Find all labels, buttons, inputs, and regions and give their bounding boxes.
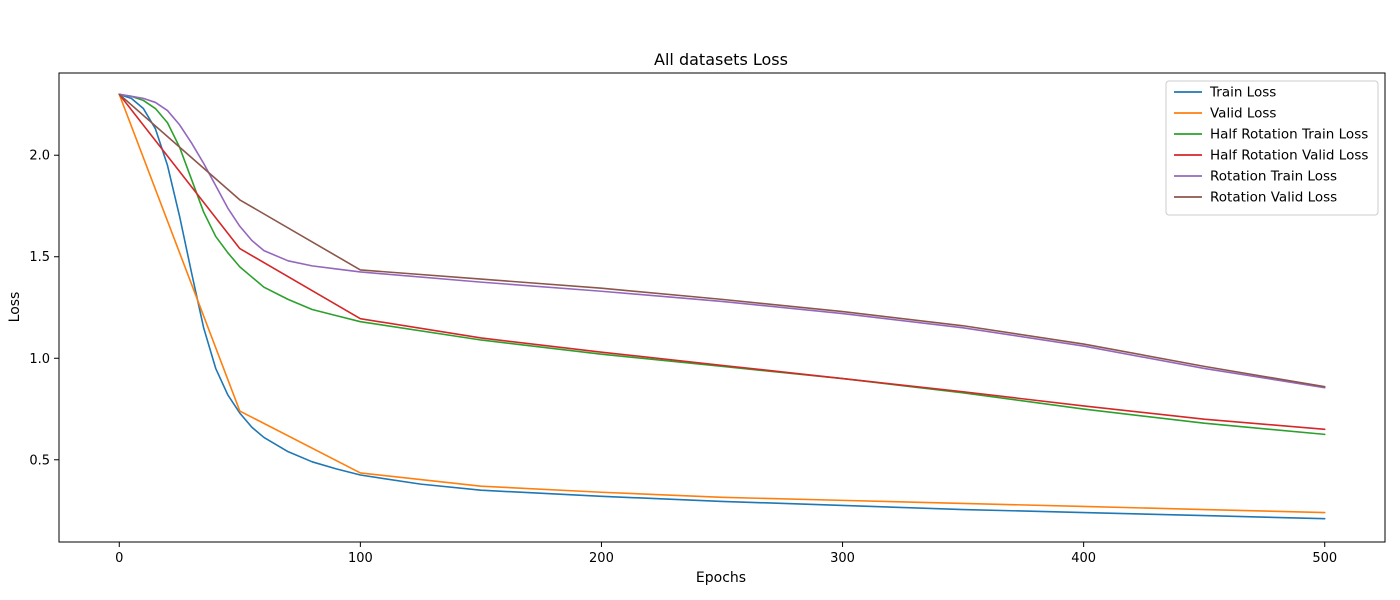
y-tick-label: 0.5 xyxy=(29,453,50,468)
x-axis: 0 100 200 300 400 500 xyxy=(115,542,1337,566)
y-axis: 0.5 1.0 1.5 2.0 xyxy=(29,149,59,468)
y-tick-label: 1.5 xyxy=(29,250,50,265)
series-layer xyxy=(118,93,1326,520)
series-line-5 xyxy=(118,93,1326,388)
x-tick-label: 100 xyxy=(348,551,373,566)
chart-title: All datasets Loss xyxy=(654,50,788,69)
x-axis-label: Epochs xyxy=(696,570,746,586)
legend-label-0: Train Loss xyxy=(1209,85,1276,101)
series-line-0 xyxy=(118,93,1326,520)
legend-label-2: Half Rotation Train Loss xyxy=(1210,127,1368,143)
legend-label-3: Half Rotation Valid Loss xyxy=(1210,148,1368,164)
legend: Train Loss Valid Loss Half Rotation Train … xyxy=(1165,80,1379,216)
legend-label-4: Rotation Train Loss xyxy=(1210,169,1337,185)
legend-label-1: Valid Loss xyxy=(1210,106,1276,122)
legend-box xyxy=(1165,80,1379,216)
x-tick-label: 400 xyxy=(1071,551,1096,566)
x-tick-label: 0 xyxy=(115,551,123,566)
series-line-4 xyxy=(118,93,1326,389)
plot-frame xyxy=(58,72,1386,543)
x-tick-label: 300 xyxy=(830,551,855,566)
x-tick-label: 500 xyxy=(1312,551,1337,566)
y-tick-label: 2.0 xyxy=(29,149,50,164)
y-axis-label: Loss xyxy=(7,292,23,323)
series-line-3 xyxy=(118,93,1326,431)
y-tick-label: 1.0 xyxy=(29,352,50,367)
series-line-1 xyxy=(118,93,1326,514)
legend-label-5: Rotation Valid Loss xyxy=(1210,190,1337,206)
x-tick-label: 200 xyxy=(589,551,614,566)
